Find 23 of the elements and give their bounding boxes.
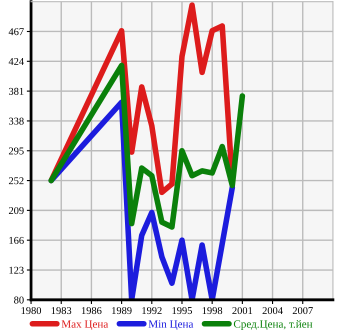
legend-label: Max Цена bbox=[62, 320, 108, 330]
x-tick-label: 1995 bbox=[172, 307, 192, 314]
y-tick-label: 209 bbox=[8, 207, 24, 214]
y-tick-label: 295 bbox=[8, 147, 24, 154]
x-tick-label: 1989 bbox=[112, 307, 132, 314]
x-tick-label: 2007 bbox=[292, 307, 313, 314]
legend-label: Сред.Цена, т.йен bbox=[234, 320, 312, 330]
x-tick-label: 1998 bbox=[202, 307, 222, 314]
legend-label: Min Цена bbox=[148, 320, 194, 330]
y-tick-label: 338 bbox=[8, 118, 24, 125]
x-tick-label: 2004 bbox=[262, 307, 283, 314]
x-tick-label: 1986 bbox=[82, 307, 102, 314]
x-tick-label: 1983 bbox=[52, 307, 72, 314]
x-tick-label: 1980 bbox=[22, 307, 42, 314]
x-tick-label: 2001 bbox=[232, 307, 252, 314]
y-tick-label: 166 bbox=[9, 236, 24, 244]
y-tick-label: 80 bbox=[14, 296, 24, 304]
y-tick-label: 252 bbox=[8, 177, 24, 184]
y-tick-label: 424 bbox=[8, 58, 24, 65]
x-tick-label: 1992 bbox=[142, 307, 162, 314]
y-tick-label: 467 bbox=[8, 28, 24, 36]
y-tick-label: 381 bbox=[8, 88, 24, 95]
y-tick-label: 123 bbox=[9, 266, 24, 274]
